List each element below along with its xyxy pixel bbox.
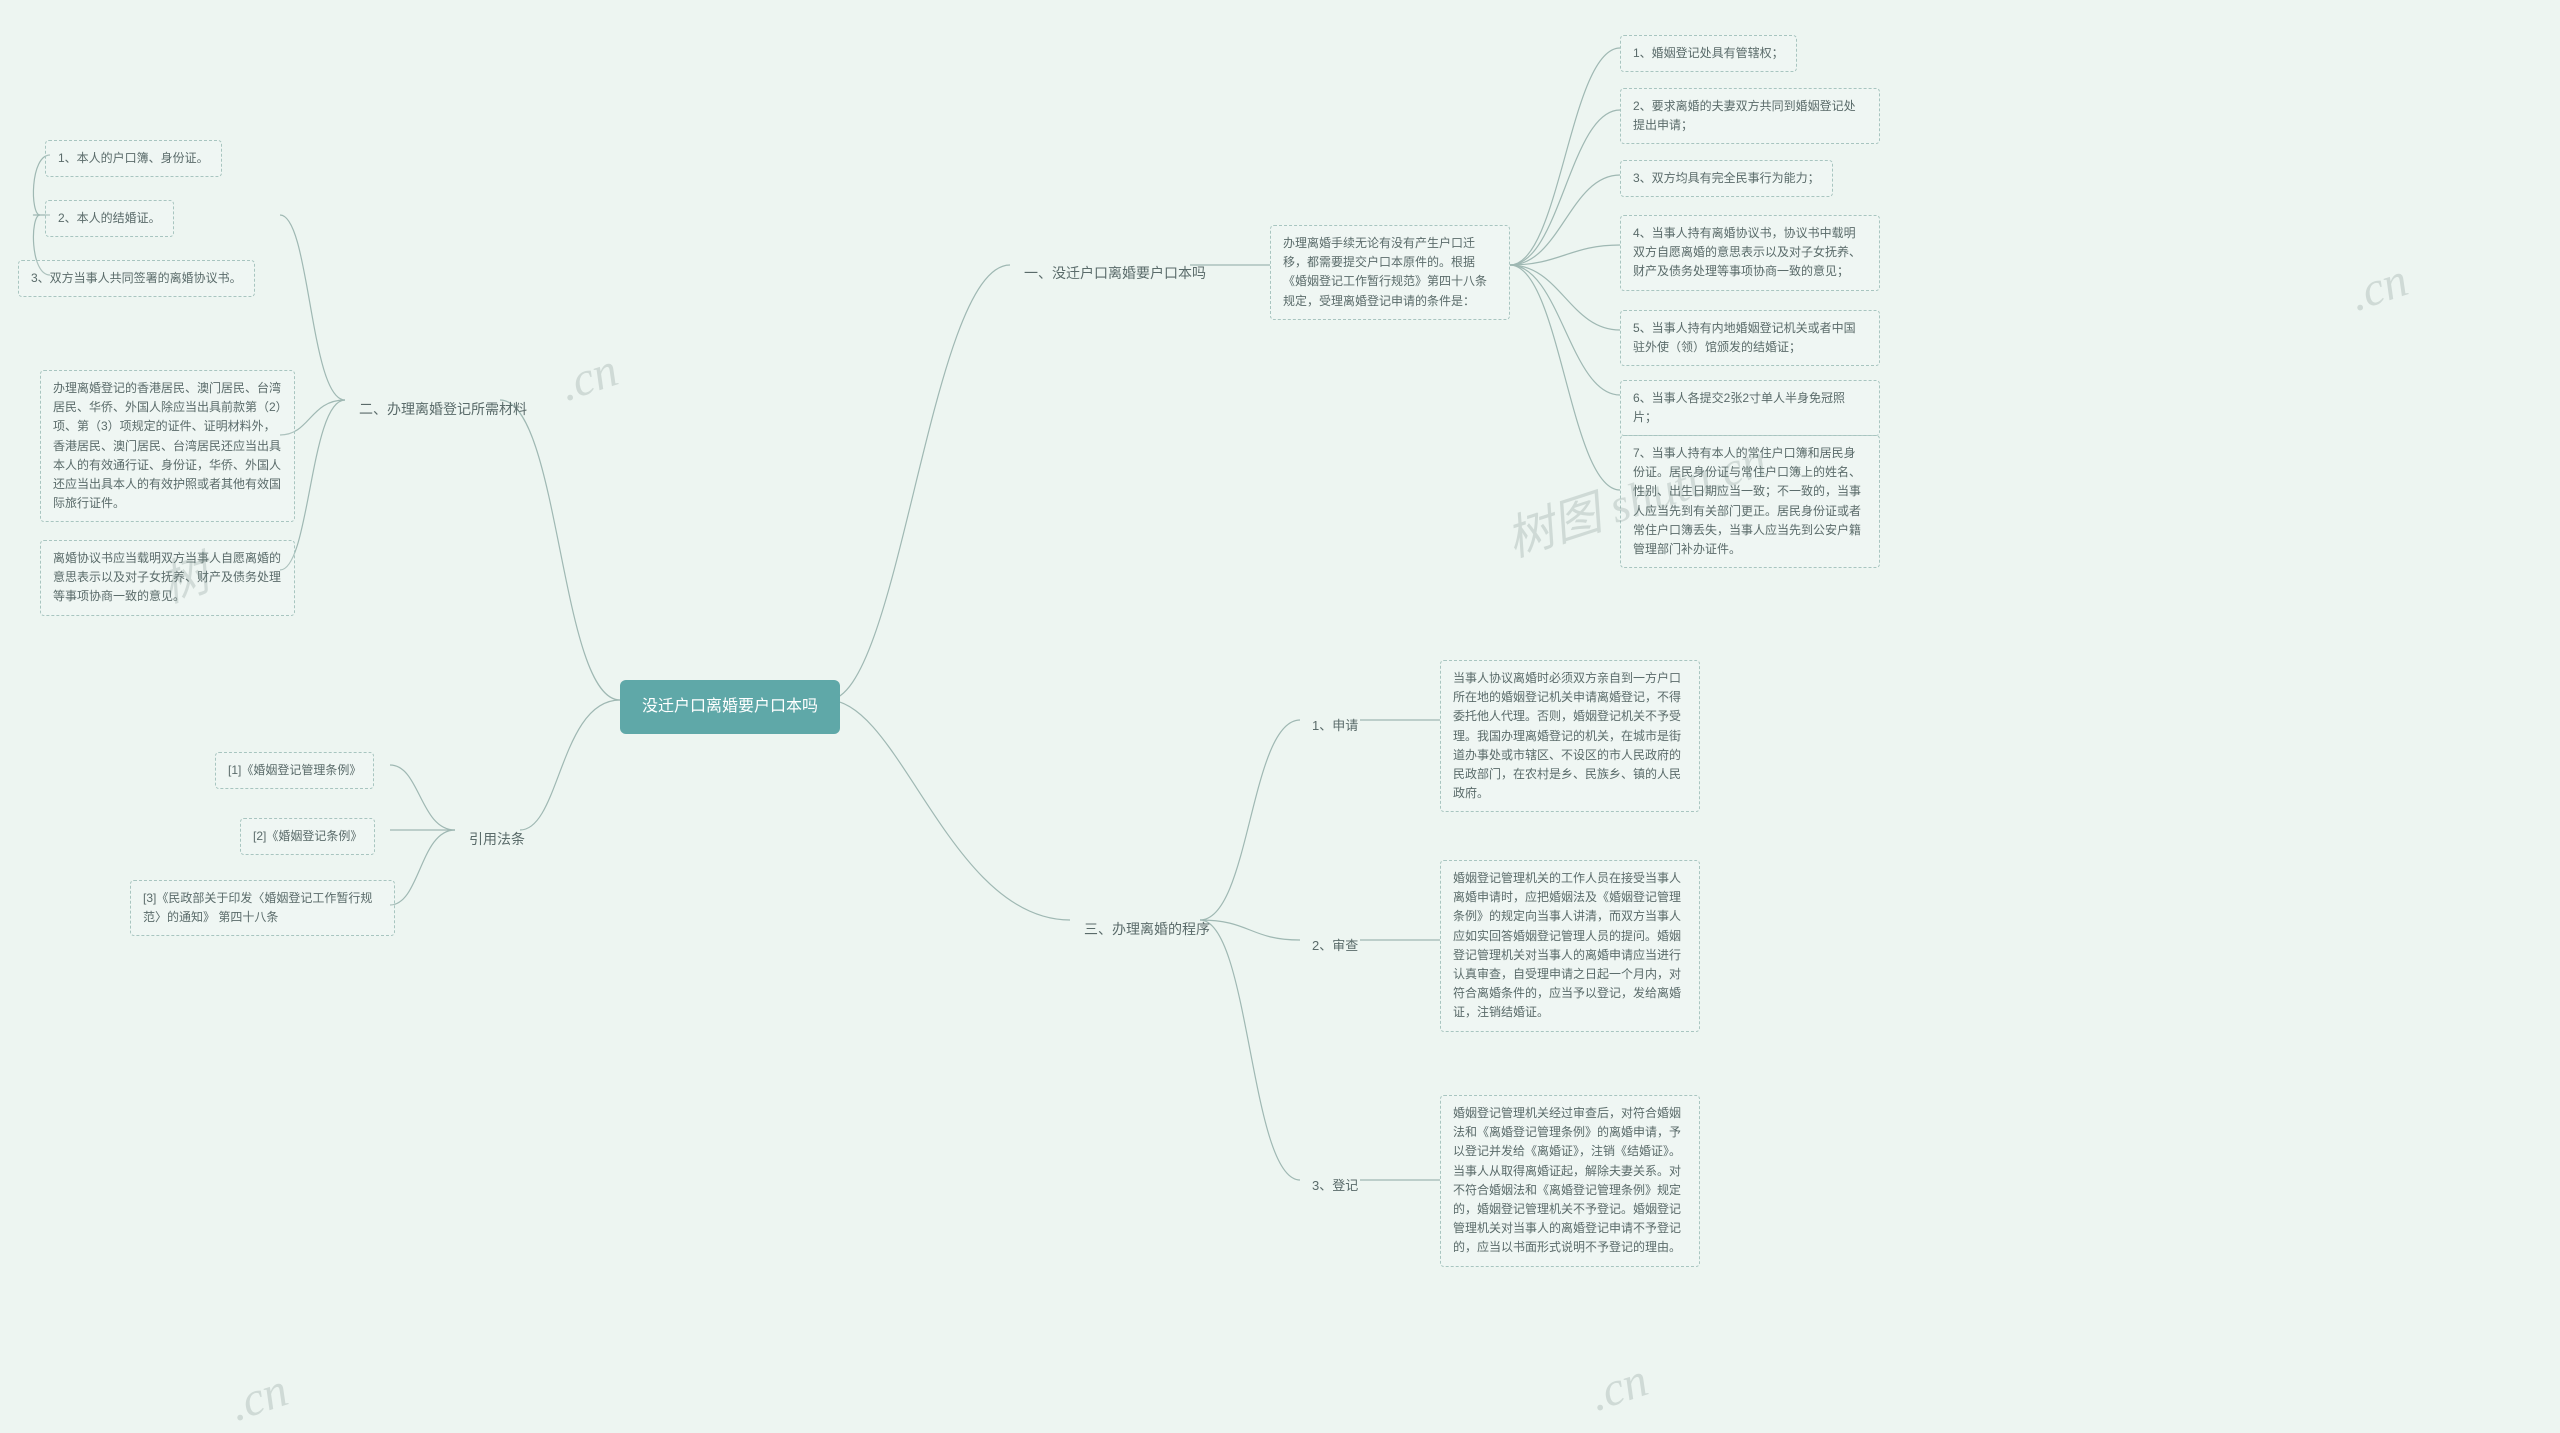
b1-item-2: 2、要求离婚的夫妻双方共同到婚姻登记处提出申请； [1620, 88, 1880, 144]
b3-step-2-v: 婚姻登记管理机关的工作人员在接受当事人离婚申请时，应把婚姻法及《婚姻登记管理条例… [1440, 860, 1700, 1032]
b1-item-7: 7、当事人持有本人的常住户口簿和居民身份证。居民身份证与常住户口簿上的姓名、性别… [1620, 435, 1880, 568]
b1-item-4: 4、当事人持有离婚协议书，协议书中载明双方自愿离婚的意思表示以及对子女抚养、财产… [1620, 215, 1880, 291]
branch-4[interactable]: 引用法条 [455, 818, 539, 860]
b2-desc3: 离婚协议书应当载明双方当事人自愿离婚的意思表示以及对子女抚养、财产及债务处理等事… [40, 540, 295, 616]
b3-step-3-v: 婚姻登记管理机关经过审查后，对符合婚姻法和《离婚登记管理条例》的离婚申请，予以登… [1440, 1095, 1700, 1267]
root-node[interactable]: 没迁户口离婚要户口本吗 [620, 680, 840, 734]
b2-desc2: 办理离婚登记的香港居民、澳门居民、台湾居民、华侨、外国人除应当出具前款第（2）项… [40, 370, 295, 522]
watermark: .cn [1583, 1352, 1655, 1422]
watermark: .cn [223, 1362, 295, 1432]
b3-step-3-k: 3、登记 [1300, 1168, 1370, 1205]
b4-ref-1: [1]《婚姻登记管理条例》 [215, 752, 374, 789]
b4-ref-3: [3]《民政部关于印发〈婚姻登记工作暂行规范〉的通知》 第四十八条 [130, 880, 395, 936]
b1-item-3: 3、双方均具有完全民事行为能力； [1620, 160, 1833, 197]
watermark: .cn [553, 342, 625, 412]
connectors-svg [0, 0, 2560, 1418]
watermark: .cn [2343, 252, 2415, 322]
b3-step-1-k: 1、申请 [1300, 708, 1370, 745]
branch-3[interactable]: 三、办理离婚的程序 [1070, 908, 1224, 950]
branch-1-desc: 办理离婚手续无论有没有产生户口迁移，都需要提交户口本原件的。根据《婚姻登记工作暂… [1270, 225, 1510, 320]
b3-step-1-v: 当事人协议离婚时必须双方亲自到一方户口所在地的婚姻登记机关申请离婚登记，不得委托… [1440, 660, 1700, 812]
b2-sub-3v: 3、双方当事人共同签署的离婚协议书。 [18, 260, 255, 297]
b1-item-6: 6、当事人各提交2张2寸单人半身免冠照片； [1620, 380, 1880, 436]
root-label: 没迁户口离婚要户口本吗 [642, 698, 818, 715]
branch-4-label: 引用法条 [469, 831, 525, 847]
b4-ref-2: [2]《婚姻登记条例》 [240, 818, 375, 855]
b1-item-5: 5、当事人持有内地婚姻登记机关或者中国驻外使（领）馆颁发的结婚证； [1620, 310, 1880, 366]
mindmap-canvas: 没迁户口离婚要户口本吗 一、没迁户口离婚要户口本吗 办理离婚手续无论有没有产生户… [0, 0, 2560, 1418]
branch-2-label: 二、办理离婚登记所需材料 [359, 401, 527, 417]
branch-1-label: 一、没迁户口离婚要户口本吗 [1024, 265, 1206, 281]
b2-sub-2v: 2、本人的结婚证。 [45, 200, 174, 237]
b2-sub-1v: 1、本人的户口簿、身份证。 [45, 140, 222, 177]
branch-3-label: 三、办理离婚的程序 [1084, 921, 1210, 937]
b3-step-2-k: 2、审查 [1300, 928, 1370, 965]
branch-2[interactable]: 二、办理离婚登记所需材料 [345, 388, 541, 430]
branch-1[interactable]: 一、没迁户口离婚要户口本吗 [1010, 252, 1220, 294]
b1-item-1: 1、婚姻登记处具有管辖权； [1620, 35, 1797, 72]
